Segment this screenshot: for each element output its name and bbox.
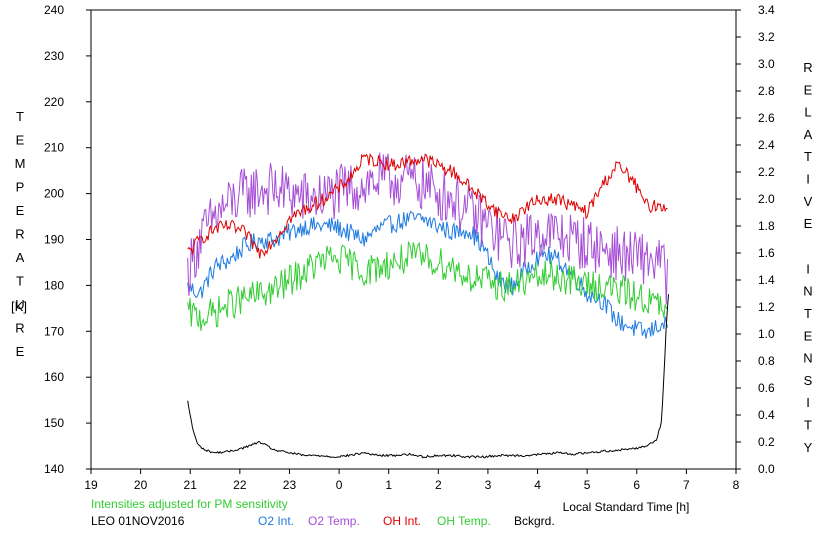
y-right-tick-label: 1.4 xyxy=(758,273,775,287)
station-label: LEO 01NOV2016 xyxy=(91,514,185,528)
series-line-bckgrd xyxy=(187,294,669,459)
right-axis-title-letter: A xyxy=(804,127,813,142)
y-left-tick-label: 220 xyxy=(44,95,64,109)
x-tick-label: 7 xyxy=(683,478,690,492)
pm-sensitivity-note: Intensities adjusted for PM sensitivity xyxy=(91,497,288,511)
x-tick-label: 19 xyxy=(84,478,98,492)
left-axis-title-letter: A xyxy=(16,250,25,265)
left-axis-title-letter: U xyxy=(15,297,24,312)
y-left-tick-label: 140 xyxy=(44,462,64,476)
legend-o2-int: O2 Int. xyxy=(258,514,294,528)
right-axis-title-letter: T xyxy=(804,149,812,164)
right-axis-title-letter: L xyxy=(804,105,811,120)
left-axis-title-letter: T xyxy=(16,109,24,124)
left-axis-unit: [K] xyxy=(11,299,27,314)
y-right-tick-label: 3.4 xyxy=(758,3,775,17)
y-right-tick-label: 2.6 xyxy=(758,111,775,125)
x-tick-label: 1 xyxy=(385,478,392,492)
x-tick-label: 3 xyxy=(485,478,492,492)
legend-oh-temp: OH Temp. xyxy=(437,514,491,528)
left-axis-title-letter: E xyxy=(16,344,25,359)
x-tick-label: 22 xyxy=(233,478,247,492)
left-axis-title-letter: P xyxy=(16,180,25,195)
y-right-tick-label: 2.0 xyxy=(758,192,775,206)
right-axis-title-letter: I xyxy=(806,261,810,276)
x-tick-label: 4 xyxy=(534,478,541,492)
x-tick-label: 20 xyxy=(134,478,148,492)
y-left-tick-label: 230 xyxy=(44,49,64,63)
y-right-tick-label: 2.8 xyxy=(758,84,775,98)
y-right-tick-label: 0.4 xyxy=(758,408,775,422)
right-axis-title-letter: Y xyxy=(804,440,813,455)
x-tick-label: 2 xyxy=(435,478,442,492)
y-left-tick-label: 180 xyxy=(44,278,64,292)
left-axis-title-letter: R xyxy=(15,321,24,336)
right-axis-title-letter: T xyxy=(804,306,812,321)
y-right-tick-label: 1.6 xyxy=(758,246,775,260)
y-right-tick-label: 3.2 xyxy=(758,30,775,44)
y-right-tick-label: 0.8 xyxy=(758,354,775,368)
series-layer xyxy=(187,152,669,459)
left-axis-title-letter: T xyxy=(16,274,24,289)
y-left-tick-label: 170 xyxy=(44,324,64,338)
right-axis-title-letter: V xyxy=(804,194,813,209)
right-axis-title-letter: E xyxy=(804,328,813,343)
left-axis-title-letter: M xyxy=(15,156,26,171)
y-right-tick-label: 0.0 xyxy=(758,462,775,476)
y-right-tick-label: 3.0 xyxy=(758,57,775,71)
series-line-o2-int xyxy=(187,210,668,339)
y-left-tick-label: 210 xyxy=(44,141,64,155)
series-line-oh-temp xyxy=(187,240,668,331)
y-right-tick-label: 1.0 xyxy=(758,327,775,341)
left-axis-title-letter: E xyxy=(16,133,25,148)
right-axis-title-letter: S xyxy=(804,373,813,388)
y-left-tick-label: 160 xyxy=(44,370,64,384)
x-tick-label: 21 xyxy=(184,478,198,492)
y-right-tick-label: 1.8 xyxy=(758,219,775,233)
y-right-tick-label: 2.2 xyxy=(758,165,775,179)
x-tick-label: 23 xyxy=(283,478,297,492)
right-axis-title-letter: R xyxy=(803,60,812,75)
right-axis-title-letter: N xyxy=(803,351,812,366)
x-tick-label: 5 xyxy=(584,478,591,492)
x-tick-label: 0 xyxy=(336,478,343,492)
y-left-tick-label: 240 xyxy=(44,3,64,17)
left-axis-title-letter: R xyxy=(15,227,24,242)
right-axis-title-letter: I xyxy=(806,395,810,410)
series-line-oh-int xyxy=(187,152,668,259)
right-axis-title-letter: E xyxy=(804,82,813,97)
y-right-tick-label: 0.6 xyxy=(758,381,775,395)
left-axis-title-letter: E xyxy=(16,203,25,218)
right-axis-title-letter: T xyxy=(804,418,812,433)
x-tick-label: 6 xyxy=(633,478,640,492)
right-axis-title-letter: I xyxy=(806,172,810,187)
y-right-tick-label: 2.4 xyxy=(758,138,775,152)
x-tick-label: 8 xyxy=(733,478,740,492)
legend-oh-int: OH Int. xyxy=(383,514,421,528)
y-right-tick-label: 1.2 xyxy=(758,300,775,314)
right-axis-title-letter: N xyxy=(803,284,812,299)
series-line-o2-temp xyxy=(187,152,668,305)
y-left-tick-label: 150 xyxy=(44,416,64,430)
x-axis-label: Local Standard Time [h] xyxy=(563,500,690,514)
right-axis-title-letter: E xyxy=(804,216,813,231)
legend-bckgrd: Bckgrd. xyxy=(514,514,555,528)
legend-o2-temp: O2 Temp. xyxy=(308,514,360,528)
y-left-tick-label: 200 xyxy=(44,187,64,201)
y-right-tick-label: 0.2 xyxy=(758,435,775,449)
ticks-layer: 19 20 21 22 23 0 1 2 3 4 5 6 7 8140150160170180190200… xyxy=(44,3,775,492)
y-left-tick-label: 190 xyxy=(44,233,64,247)
